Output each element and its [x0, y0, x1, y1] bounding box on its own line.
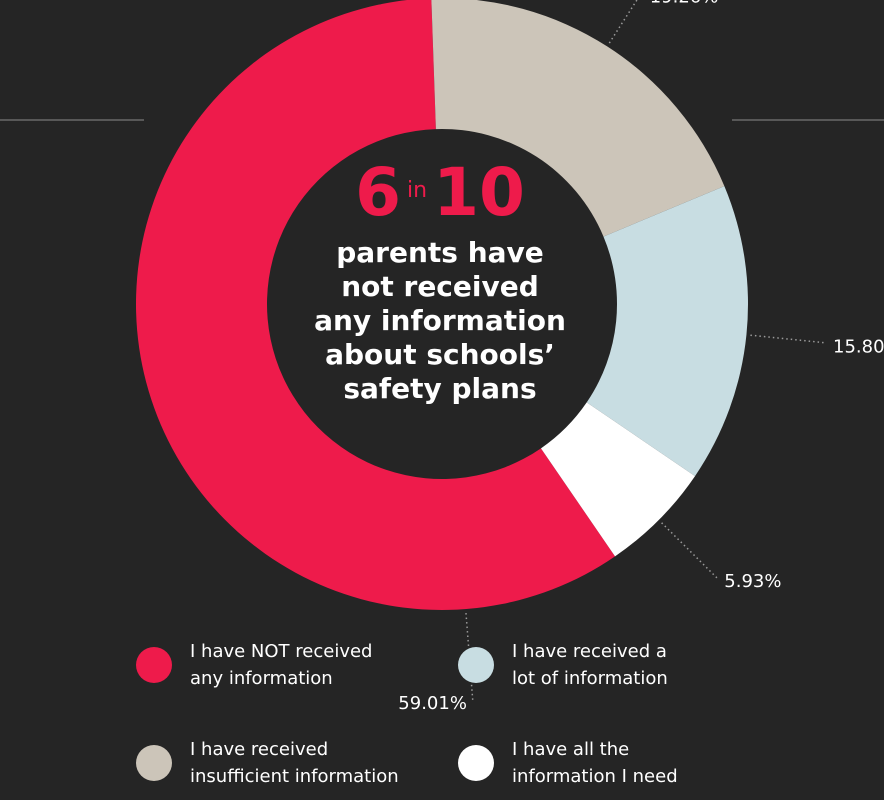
- leader-line: [750, 334, 826, 344]
- value-label: 19.26%: [650, 0, 719, 8]
- legend-label-line: insufficient information: [190, 766, 399, 787]
- headline-in: in: [407, 178, 428, 203]
- legend-label-line: I have NOT received: [190, 641, 373, 662]
- center-description: parents have not received any informatio…: [270, 236, 610, 406]
- slice-not-received: [136, 0, 616, 610]
- center-line: not received: [341, 270, 539, 303]
- slice-all-info: [540, 402, 696, 557]
- legend-swatch: [136, 745, 172, 781]
- headline-ratio: 6 in10: [270, 160, 610, 226]
- value-label: 59.01%: [398, 693, 467, 714]
- center-line: any information: [314, 304, 566, 337]
- legend-label-line: I have received a: [512, 641, 667, 662]
- legend-label-line: I have received: [190, 739, 329, 760]
- legend-label-line: any information: [190, 668, 333, 689]
- legend-label-line: lot of information: [512, 668, 668, 689]
- center-callout: 6 in10 parents have not received any info…: [270, 160, 610, 406]
- center-line: about schools’: [325, 338, 555, 371]
- legend-item-not-received: I have NOT received any information: [136, 638, 420, 692]
- legend-swatch: [136, 647, 172, 683]
- donut-slices: [136, 0, 748, 610]
- value-label: 5.93%: [724, 571, 781, 592]
- center-line: parents have: [336, 236, 544, 269]
- value-labels: 59.01% 19.26% 15.80% 5.93%: [398, 0, 884, 714]
- headline-denominator: 10: [433, 154, 525, 231]
- leader-line: [608, 0, 638, 44]
- legend-label: I have NOT received any information: [190, 638, 420, 692]
- legend-label: I have all the information I need: [512, 736, 742, 790]
- legend-item-all-info: I have all the information I need: [458, 736, 742, 790]
- slice-received-a-lot: [586, 186, 748, 477]
- value-label: 15.80%: [833, 337, 884, 358]
- legend-label-line: I have all the: [512, 739, 630, 760]
- center-line: safety plans: [343, 372, 537, 405]
- legend-swatch: [458, 647, 494, 683]
- legend-swatch: [458, 745, 494, 781]
- legend-label-line: information I need: [512, 766, 678, 787]
- legend-label: I have received a lot of information: [512, 638, 742, 692]
- leader-line: [661, 522, 719, 580]
- legend-item-insufficient: I have received insufficient information: [136, 736, 420, 790]
- headline-numerator: 6: [355, 154, 401, 231]
- slice-insufficient: [431, 0, 725, 237]
- legend-item-received-a-lot: I have received a lot of information: [458, 638, 742, 692]
- legend-label: I have received insufficient information: [190, 736, 420, 790]
